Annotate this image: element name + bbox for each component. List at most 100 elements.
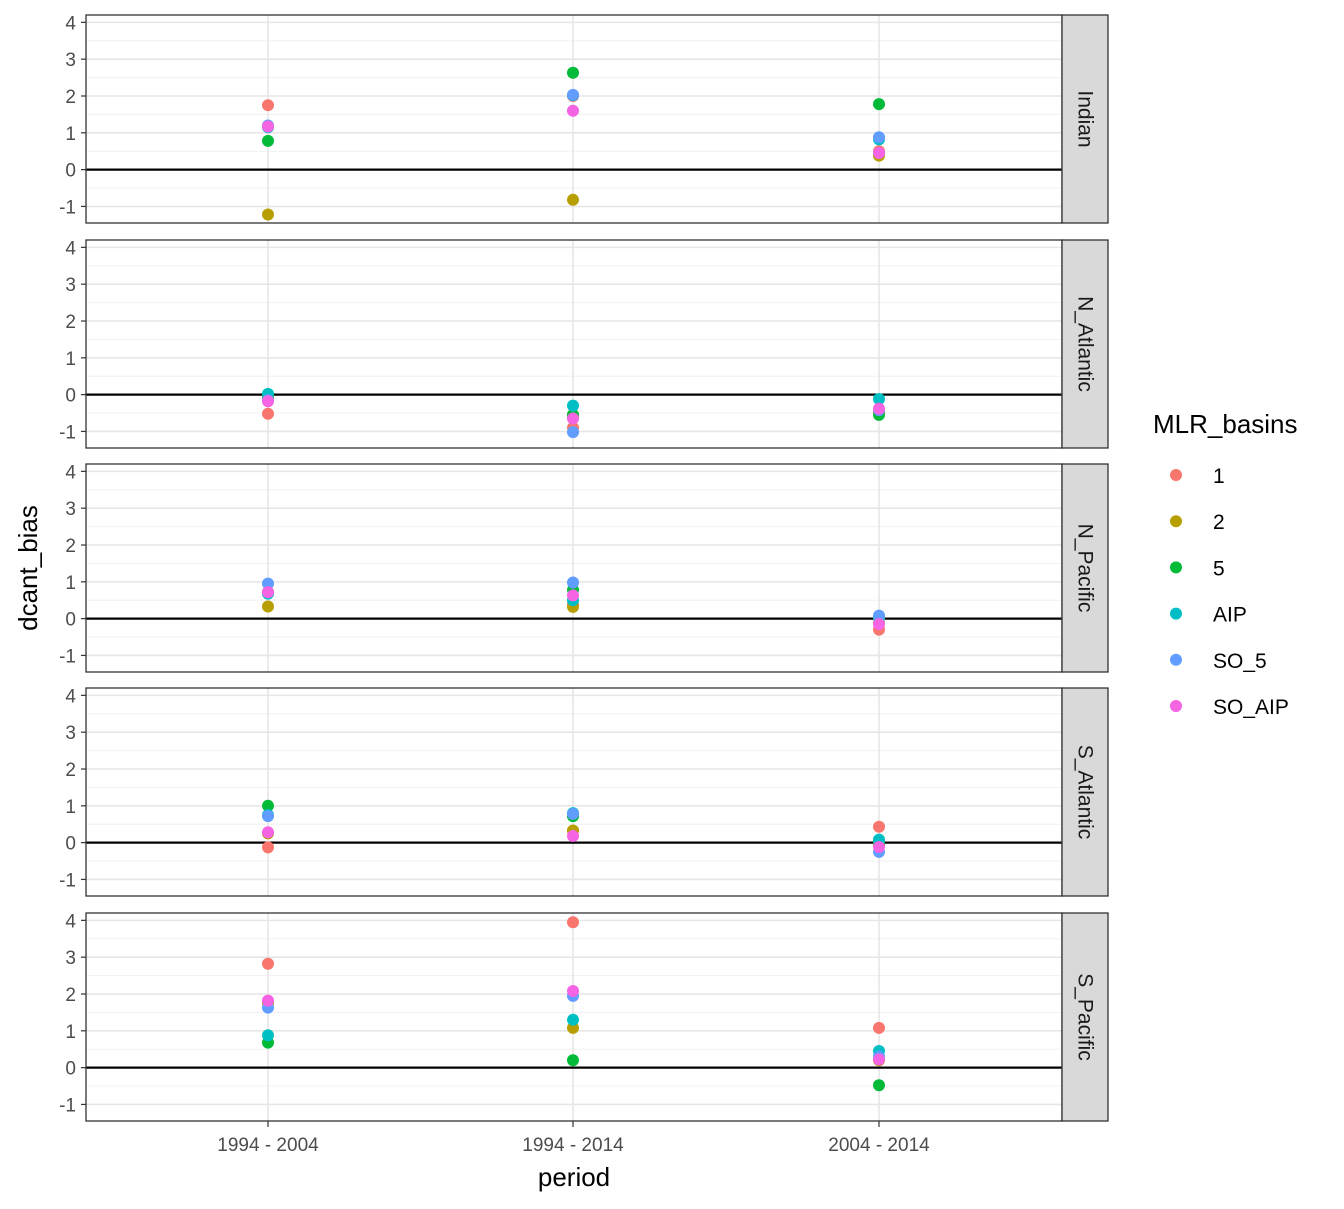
data-point <box>262 395 274 408</box>
data-point <box>873 131 885 144</box>
x-axis-title: period <box>538 1162 610 1192</box>
data-point <box>567 829 579 842</box>
legend-item: AIP <box>1170 604 1247 627</box>
y-tick-label: -1 <box>59 870 76 891</box>
legend-label: SO_AIP <box>1213 696 1289 719</box>
legend-title: MLR_basins <box>1153 409 1298 439</box>
y-tick-label: 1 <box>65 124 76 145</box>
y-tick-label: 3 <box>65 499 76 520</box>
legend-item: 5 <box>1170 557 1225 580</box>
data-point <box>567 916 579 929</box>
data-point <box>262 586 274 599</box>
legend-item: 1 <box>1170 465 1225 488</box>
data-point <box>873 402 885 415</box>
facet-strip-label: S_Pacific <box>1074 973 1097 1061</box>
y-axis-title: dcant_bias <box>13 505 43 631</box>
data-point <box>262 407 274 420</box>
y-tick-label: 1 <box>65 349 76 370</box>
data-point <box>873 841 885 854</box>
y-tick-label: -1 <box>59 646 76 667</box>
data-point <box>873 393 885 406</box>
legend-label: AIP <box>1213 604 1247 627</box>
facet-panel-s_atlantic: -1 0 1 2 3 4 S_Atlantic <box>59 686 1109 897</box>
data-point <box>262 134 274 147</box>
y-tick-label: 1 <box>65 573 76 594</box>
legend-key <box>1170 700 1182 712</box>
legend-item: 2 <box>1170 511 1225 534</box>
facet-strip <box>1061 912 1109 1122</box>
y-tick-label: 2 <box>65 760 76 781</box>
data-point <box>567 66 579 79</box>
legend-key <box>1170 561 1182 574</box>
y-tick-label: 3 <box>65 275 76 296</box>
x-axis: 1994 - 2004 1994 - 2014 2004 - 2014 <box>217 1121 930 1156</box>
legend-items: 1 2 5 AIP SO_5 SO_AIP <box>1170 465 1289 719</box>
data-point <box>262 99 274 112</box>
panel-background <box>86 15 1062 223</box>
y-tick-label: -1 <box>59 422 76 443</box>
data-point <box>567 576 579 589</box>
facet-strip-label: N_Atlantic <box>1074 296 1097 392</box>
y-tick-label: 4 <box>65 686 76 707</box>
data-point <box>567 1054 579 1067</box>
data-point <box>567 589 579 602</box>
data-point <box>873 1053 885 1066</box>
data-point <box>262 841 274 854</box>
legend-item: SO_5 <box>1170 650 1267 673</box>
data-point <box>262 577 274 590</box>
panel-background <box>86 464 1062 672</box>
facet-strip <box>1061 239 1109 449</box>
data-point <box>873 147 885 160</box>
y-tick-label: 0 <box>65 610 76 631</box>
data-point <box>262 826 274 839</box>
data-point <box>262 799 274 812</box>
data-point <box>873 609 885 622</box>
y-tick-label: 0 <box>65 386 76 407</box>
data-point <box>262 994 274 1007</box>
data-point <box>567 104 579 117</box>
data-point <box>567 807 579 820</box>
facet-panel-n_pacific: -1 0 1 2 3 4 N_Pacific <box>59 462 1109 673</box>
facet-strip-label: N_Pacific <box>1074 524 1097 613</box>
legend-key <box>1170 607 1182 620</box>
data-point <box>567 193 579 206</box>
data-point <box>567 88 579 101</box>
y-tick-label: 2 <box>65 985 76 1006</box>
data-point <box>567 399 579 412</box>
y-tick-label: 2 <box>65 312 76 333</box>
facet-panel-n_atlantic: -1 0 1 2 3 4 N_Atlantic <box>59 238 1109 449</box>
data-point <box>873 618 885 631</box>
legend-label: 5 <box>1213 557 1225 580</box>
legend-label: SO_5 <box>1213 650 1267 673</box>
y-tick-label: -1 <box>59 1095 76 1116</box>
legend-label: 1 <box>1213 465 1225 488</box>
facet-strip <box>1061 463 1109 673</box>
legend-key <box>1170 469 1182 481</box>
y-tick-label: 3 <box>65 948 76 969</box>
panel-background <box>86 688 1062 896</box>
legend-key <box>1170 515 1182 528</box>
legend-item: SO_AIP <box>1170 696 1289 719</box>
legend-label: 2 <box>1213 511 1225 534</box>
legend: MLR_basins 1 2 5 AIP SO_5 SO_AIP <box>1153 409 1298 719</box>
y-tick-label: 0 <box>65 834 76 855</box>
y-tick-label: 4 <box>65 462 76 483</box>
facet-panel-indian: -1 0 1 2 3 4 Indian <box>59 13 1109 224</box>
facet-strip-label: Indian <box>1074 90 1097 147</box>
y-tick-label: 2 <box>65 536 76 557</box>
data-point <box>262 120 274 133</box>
y-tick-label: 4 <box>65 238 76 259</box>
x-tick-label: 2004 - 2014 <box>828 1135 930 1156</box>
y-tick-label: 0 <box>65 1059 76 1080</box>
x-tick-label: 1994 - 2014 <box>522 1135 624 1156</box>
data-point <box>873 98 885 111</box>
facet-panels: -1 0 1 2 3 4 Indian -1 0 1 2 3 4 N_Atlantic -1 0 1 2 3 4 N_P… <box>59 13 1109 1122</box>
facet-strip-label: S_Atlantic <box>1074 745 1097 840</box>
data-point <box>873 820 885 833</box>
y-tick-label: 1 <box>65 797 76 818</box>
facet-strip <box>1061 687 1109 897</box>
y-tick-label: 2 <box>65 87 76 108</box>
data-point <box>262 1029 274 1042</box>
data-point <box>567 985 579 998</box>
